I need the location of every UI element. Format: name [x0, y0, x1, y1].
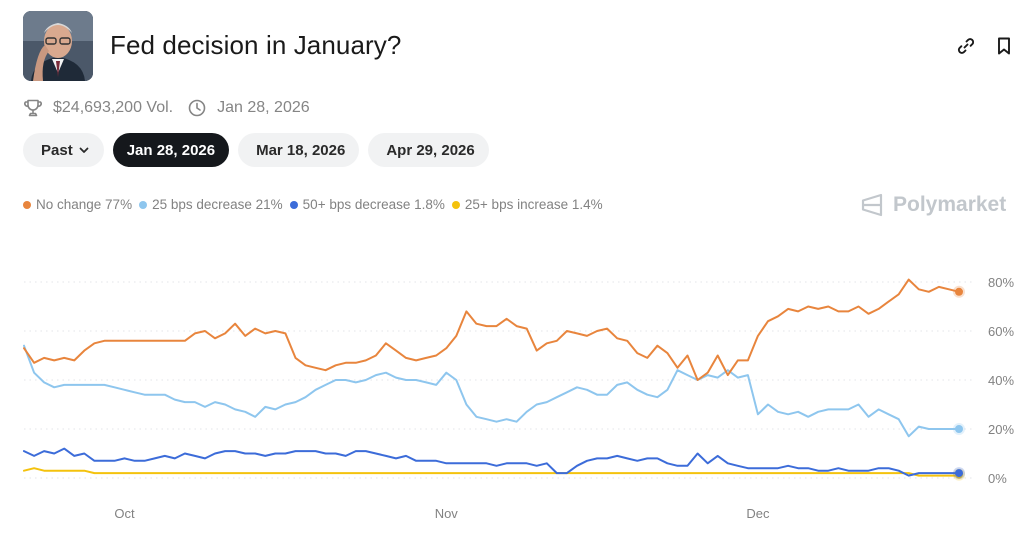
legend-item-no-change[interactable]: No change 77% — [23, 197, 132, 212]
market-meta: $24,693,200 Vol. Jan 28, 2026 — [23, 97, 310, 119]
series-line-25-bps-increase[interactable] — [23, 467, 960, 477]
legend-label: 25 bps decrease 21% — [152, 197, 283, 212]
y-axis: 0% 20% 40% 60% 80% — [988, 275, 1014, 486]
tab-jan-28-2026[interactable]: Jan 28, 2026 — [112, 133, 230, 167]
tab-past-label: Past — [41, 141, 73, 159]
chart-legend: No change 77% 25 bps decrease 21% 50+ bp… — [23, 197, 610, 212]
series-end-point-no-change[interactable] — [955, 287, 963, 296]
x-tick-label: Dec — [746, 506, 770, 521]
series-line-no-change[interactable] — [23, 278, 960, 381]
x-tick-label: Nov — [435, 506, 459, 521]
x-tick-label: Oct — [114, 506, 135, 521]
legend-dot — [451, 200, 460, 209]
tab-mar-18-2026[interactable]: Mar 18, 2026 — [238, 133, 360, 167]
chevron-down-icon — [79, 147, 89, 153]
link-icon[interactable] — [956, 36, 976, 56]
series-end-point-25-bps-decrease[interactable] — [955, 425, 963, 433]
legend-dot — [139, 200, 148, 209]
clock-icon — [188, 99, 206, 117]
page-title: Fed decision in January? — [110, 30, 402, 60]
series-line-25-bps-decrease[interactable] — [23, 344, 960, 438]
y-tick-label: 0% — [988, 471, 1007, 486]
end-date-text: Jan 28, 2026 — [217, 99, 310, 116]
y-tick-label: 20% — [988, 422, 1014, 437]
legend-label: 25+ bps increase 1.4% — [464, 197, 603, 212]
portrait-icon — [23, 11, 93, 81]
y-tick-label: 40% — [988, 373, 1014, 388]
x-axis: Oct Nov Dec — [114, 506, 770, 521]
tab-label: Jan 28, 2026 — [126, 141, 216, 159]
bookmark-icon[interactable] — [994, 36, 1014, 56]
date-tabs: Past Jan 28, 2026 Mar 18, 2026 Apr 29, 2… — [23, 133, 489, 167]
y-tick-label: 60% — [988, 324, 1014, 339]
polymarket-brand: Polymarket — [859, 192, 1006, 218]
trophy-icon — [24, 99, 42, 117]
series-end-point-50-bps-decrease[interactable] — [955, 469, 963, 478]
tab-label: Apr 29, 2026 — [386, 141, 475, 159]
legend-item-50-bps-decrease[interactable]: 50+ bps decrease 1.8% — [289, 197, 445, 212]
probability-chart: 0% 20% 40% 60% 80% Oct Nov Dec — [23, 275, 1014, 521]
polymarket-logo-icon — [861, 193, 883, 217]
series-line-50-bps-decrease[interactable] — [23, 447, 960, 477]
tab-past[interactable]: Past — [23, 133, 104, 167]
tab-label: Mar 18, 2026 — [256, 141, 346, 159]
grid-layer — [24, 281, 972, 479]
legend-label: No change 77% — [36, 197, 133, 212]
volume-text: $24,693,200 Vol. — [53, 99, 174, 116]
legend-item-25-bps-decrease[interactable]: 25 bps decrease 21% — [139, 197, 283, 212]
market-avatar — [23, 11, 93, 81]
y-tick-label: 80% — [988, 275, 1014, 290]
legend-dot — [23, 200, 31, 209]
series-layer — [23, 278, 965, 481]
legend-item-25-bps-increase[interactable]: 25+ bps increase 1.4% — [451, 197, 603, 212]
brand-name: Polymarket — [893, 193, 1007, 216]
tab-apr-29-2026[interactable]: Apr 29, 2026 — [368, 133, 489, 167]
legend-label: 50+ bps decrease 1.8% — [302, 197, 445, 212]
legend-dot — [289, 200, 298, 209]
